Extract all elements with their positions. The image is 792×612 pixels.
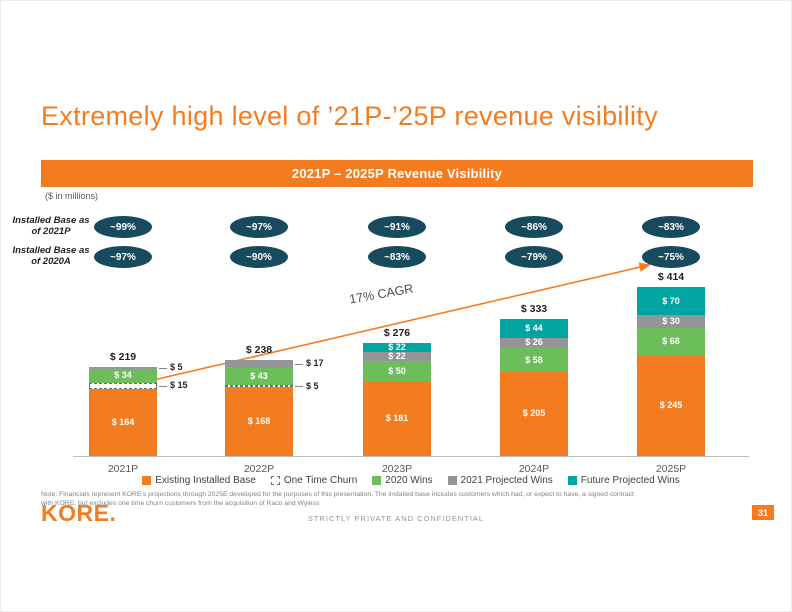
legend-label: One Time Churn bbox=[283, 475, 358, 486]
segment-value-label: $ 5 bbox=[170, 362, 183, 373]
visibility-badge: ~75% bbox=[642, 246, 700, 268]
segment-value-label: $ 30 bbox=[662, 316, 680, 327]
segment-value-label: $ 68 bbox=[662, 336, 680, 347]
segment-value-label: $ 58 bbox=[525, 354, 543, 365]
section-banner: 2021P – 2025P Revenue Visibility bbox=[41, 160, 753, 187]
bar-total-label: $ 238 bbox=[245, 344, 273, 357]
bar-segment-2020-wins bbox=[89, 368, 157, 383]
units-label: ($ in millions) bbox=[45, 191, 99, 201]
visibility-row-label: Installed Base as of 2020A bbox=[12, 245, 90, 268]
category-label: 2022P bbox=[243, 463, 275, 475]
label-leader-line bbox=[295, 386, 303, 388]
bar-segment-2021-projected-wins bbox=[500, 337, 568, 349]
visibility-badge: ~90% bbox=[230, 246, 288, 268]
segment-value-label: $ 43 bbox=[250, 370, 268, 381]
category-label: 2021P bbox=[107, 463, 139, 475]
segment-value-label: $ 181 bbox=[385, 413, 409, 424]
category-label: 2023P bbox=[381, 463, 413, 475]
legend-label: Existing Installed Base bbox=[155, 475, 256, 486]
segment-value-label: $ 50 bbox=[388, 366, 406, 377]
kore-logo: KORE. bbox=[41, 500, 117, 526]
x-axis-line bbox=[73, 456, 749, 457]
segment-value-label: $ 22 bbox=[388, 342, 406, 353]
visibility-badge: ~83% bbox=[368, 246, 426, 268]
visibility-row-label: Installed Base as of 2021P bbox=[12, 215, 90, 238]
segment-value-label: $ 164 bbox=[111, 416, 135, 427]
bar-segment-existing-installed-base bbox=[89, 388, 157, 456]
visibility-badge: ~99% bbox=[94, 216, 152, 238]
segment-value-label: $ 70 bbox=[662, 295, 680, 306]
legend-swatch-existing-installed-base bbox=[142, 476, 152, 485]
segment-value-label: $ 245 bbox=[659, 400, 683, 411]
confidential-text: STRICTLY PRIVATE AND CONFIDENTIAL bbox=[307, 514, 485, 523]
visibility-badge: ~97% bbox=[230, 216, 288, 238]
bar-segment-existing-installed-base bbox=[500, 371, 568, 456]
legend-label: 2021 Projected Wins bbox=[460, 475, 553, 486]
bar-segment-2020-wins bbox=[500, 348, 568, 372]
legend-label: 2020 Wins bbox=[385, 475, 433, 486]
visibility-badge: ~83% bbox=[642, 216, 700, 238]
page-number: 31 bbox=[752, 505, 774, 520]
section-banner-text: 2021P – 2025P Revenue Visibility bbox=[291, 166, 503, 181]
visibility-badge: ~97% bbox=[94, 246, 152, 268]
segment-value-label: $ 44 bbox=[525, 322, 543, 333]
label-leader-line bbox=[159, 367, 167, 369]
segment-value-label: $ 15 bbox=[170, 380, 188, 391]
segment-value-label: $ 5 bbox=[306, 380, 319, 391]
legend-item-existing-installed-base: Existing Installed Base bbox=[142, 475, 256, 486]
bar-segment-future-projected-wins bbox=[363, 343, 431, 353]
bar-total-label: $ 276 bbox=[383, 327, 411, 340]
visibility-badge: ~79% bbox=[505, 246, 563, 268]
chart-legend: Existing Installed Base One Time Churn 202… bbox=[71, 475, 751, 486]
legend-swatch-2021-projected-wins bbox=[447, 476, 457, 485]
bar-total-label: $ 219 bbox=[109, 350, 137, 363]
cagr-label: 17% CAGR bbox=[348, 281, 415, 307]
legend-swatch-one-time-churn bbox=[270, 476, 280, 485]
bar-segment-future-projected-wins bbox=[500, 319, 568, 338]
bar-segment-existing-installed-base bbox=[363, 381, 431, 456]
bar-segment-existing-installed-base bbox=[637, 355, 705, 456]
bar-segment-one-time-churn bbox=[225, 385, 293, 388]
footnote-text: Note: Financials represent KORE’s projec… bbox=[41, 491, 634, 507]
segment-value-label: $ 22 bbox=[388, 351, 406, 362]
bar-segment-2021-projected-wins bbox=[637, 315, 705, 328]
legend-swatch-2020-wins bbox=[372, 476, 382, 485]
category-label: 2024P bbox=[518, 463, 550, 475]
bar-segment-2020-wins bbox=[225, 367, 293, 386]
label-leader-line bbox=[159, 385, 167, 387]
bar-segment-one-time-churn bbox=[89, 382, 157, 389]
bar-segment-existing-installed-base bbox=[225, 387, 293, 456]
legend-item-2020-wins: 2020 Wins bbox=[372, 475, 433, 486]
bar-segment-2021-projected-wins bbox=[89, 366, 157, 369]
bar-total-label: $ 333 bbox=[520, 303, 548, 316]
bar-total-label: $ 414 bbox=[657, 270, 685, 283]
bar-segment-future-projected-wins bbox=[637, 286, 705, 316]
segment-value-label: $ 26 bbox=[525, 337, 543, 348]
bar-segment-2020-wins bbox=[363, 361, 431, 382]
slide-title: Extremely high level of ’21P-’25P revenu… bbox=[41, 101, 658, 131]
bar-segment-2021-projected-wins bbox=[363, 352, 431, 362]
label-leader-line bbox=[295, 363, 303, 365]
category-label: 2025P bbox=[655, 463, 687, 475]
bar-segment-2020-wins bbox=[637, 327, 705, 356]
visibility-badge: ~86% bbox=[505, 216, 563, 238]
bar-segment-2021-projected-wins bbox=[225, 360, 293, 368]
segment-value-label: $ 168 bbox=[247, 416, 271, 427]
legend-item-2021-projected-wins: 2021 Projected Wins bbox=[447, 475, 553, 486]
legend-item-future-projected-wins: Future Projected Wins bbox=[567, 475, 680, 486]
segment-value-label: $ 17 bbox=[306, 358, 324, 369]
segment-value-label: $ 34 bbox=[114, 370, 132, 381]
legend-swatch-future-projected-wins bbox=[567, 476, 577, 485]
segment-value-label: $ 205 bbox=[522, 408, 546, 419]
legend-item-one-time-churn: One Time Churn bbox=[270, 475, 358, 486]
legend-label: Future Projected Wins bbox=[580, 475, 680, 486]
visibility-badge: ~91% bbox=[368, 216, 426, 238]
